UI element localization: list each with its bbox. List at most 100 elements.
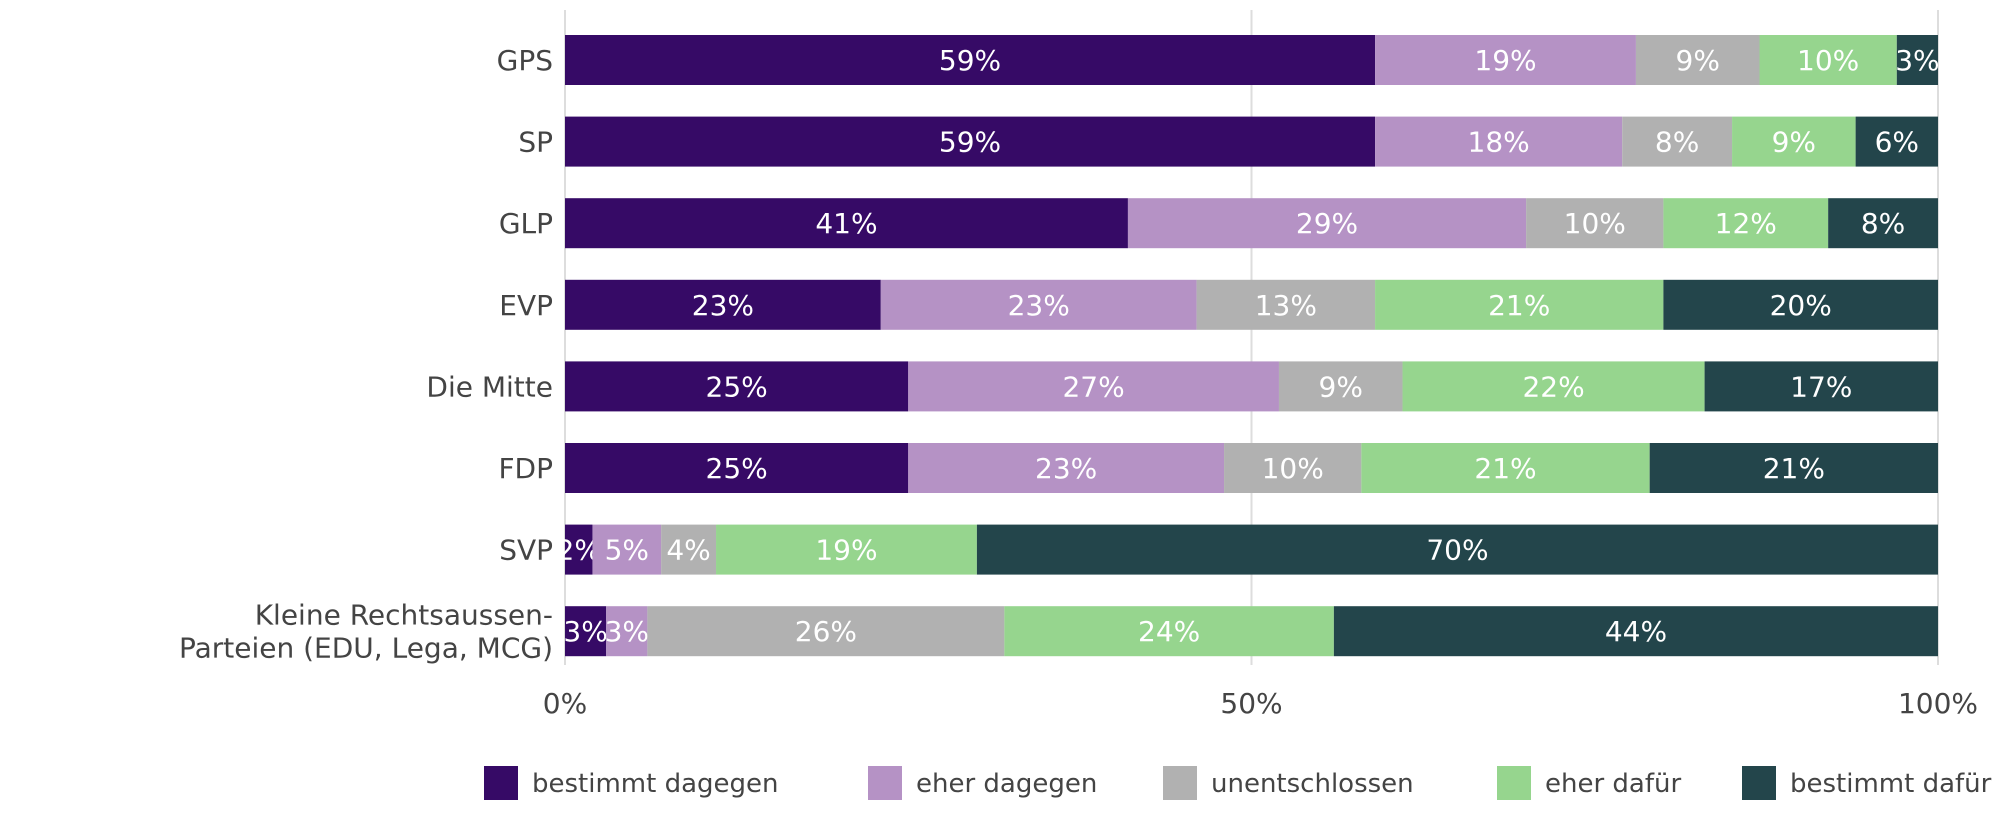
bar-value-label-6-4: 70%: [1426, 534, 1488, 567]
bar-segment-2-2: [1526, 198, 1664, 249]
x-tick-label-1: 50%: [1220, 687, 1282, 720]
bar-segment-0-2: [1635, 35, 1760, 85]
bar-value-label-0-4: 3%: [1895, 44, 1939, 77]
bar-value-label-0-1: 19%: [1474, 44, 1536, 77]
legend-swatch-4: [1742, 766, 1776, 800]
bar-value-label-7-0: 3%: [563, 615, 607, 648]
bar-segment-4-1: [908, 361, 1279, 412]
bar-segment-7-4: [1333, 606, 1938, 657]
legend-swatch-3: [1497, 766, 1531, 800]
category-label-line-3-0: EVP: [499, 289, 553, 322]
bar-segment-4-3: [1402, 361, 1705, 412]
category-label-line-5-0: FDP: [498, 452, 553, 485]
bar-value-label-6-2: 4%: [666, 534, 710, 567]
bar-value-label-0-0: 59%: [939, 44, 1001, 77]
bar-value-label-1-2: 8%: [1655, 126, 1699, 159]
bars: 59% 19% 9% 10% 3% 59% 18% 8% 9% 6% 41% 29% 10% 12% 8% 2…: [557, 35, 1940, 657]
bar-value-label-7-3: 24%: [1138, 615, 1200, 648]
bar-segment-5-3: [1361, 443, 1650, 493]
bar-value-label-5-1: 23%: [1035, 452, 1097, 485]
bar-value-label-2-2: 10%: [1564, 207, 1626, 240]
bar-value-label-5-4: 21%: [1763, 452, 1825, 485]
bar-value-label-5-3: 21%: [1474, 452, 1536, 485]
bar-segment-2-4: [1828, 198, 1938, 249]
bar-segment-1-3: [1732, 116, 1856, 167]
category-label-line-6-0: SVP: [499, 534, 553, 567]
bar-segment-5-2: [1224, 443, 1362, 493]
legend: bestimmt dagegen eher dagegen unentschloss…: [484, 766, 1992, 800]
bar-segment-2-1: [1127, 198, 1527, 249]
bar-value-label-2-3: 12%: [1715, 207, 1777, 240]
category-label-line-7-1: Parteien (EDU, Lega, MCG): [179, 632, 553, 665]
legend-swatch-2: [1163, 766, 1197, 800]
bar-segment-4-2: [1278, 361, 1403, 412]
legend-swatch-1: [868, 766, 902, 800]
bar-value-label-5-0: 25%: [706, 452, 768, 485]
bar-value-label-1-0: 59%: [939, 126, 1001, 159]
bar-value-label-4-4: 17%: [1790, 370, 1852, 403]
bar-segment-5-1: [908, 443, 1225, 493]
bar-value-label-7-1: 3%: [605, 615, 649, 648]
bar-value-label-0-3: 10%: [1797, 44, 1859, 77]
legend-label-3: eher dafür: [1545, 769, 1681, 799]
bar-segment-1-2: [1622, 116, 1733, 167]
bar-value-label-3-1: 23%: [1008, 289, 1070, 322]
x-tick-label-2: 100%: [1898, 687, 1978, 720]
category-label-3: EVP: [499, 289, 553, 322]
bar-segment-6-3: [716, 524, 977, 575]
bar-segment-1-4: [1855, 116, 1938, 167]
bar-segment-6-4: [976, 524, 1938, 575]
bar-segment-0-0: [565, 35, 1376, 85]
bar-segment-1-1: [1375, 116, 1623, 167]
legend-label-1: eher dagegen: [916, 769, 1097, 799]
bar-value-label-0-2: 9%: [1676, 44, 1720, 77]
bar-value-label-3-0: 23%: [692, 289, 754, 322]
category-label-line-0-0: GPS: [497, 44, 553, 77]
category-label-2: GLP: [499, 207, 553, 240]
legend-label-4: bestimmt dafür: [1790, 769, 1992, 799]
legend-swatch-0: [484, 766, 518, 800]
bar-segment-3-1: [880, 279, 1197, 330]
bar-segment-0-4: [1896, 35, 1938, 85]
bar-value-label-4-3: 22%: [1522, 370, 1584, 403]
legend-label-2: unentschlossen: [1211, 769, 1414, 799]
bar-value-label-1-3: 9%: [1772, 126, 1816, 159]
bar-segment-2-3: [1663, 198, 1829, 249]
bar-segment-2-0: [565, 198, 1128, 249]
bar-value-label-2-1: 29%: [1296, 207, 1358, 240]
category-label-0: GPS: [497, 44, 553, 77]
category-label-5: FDP: [498, 452, 553, 485]
bar-segment-7-0: [565, 606, 607, 657]
bar-segment-0-3: [1759, 35, 1897, 85]
bar-segment-1-0: [565, 116, 1376, 167]
bar-value-label-4-0: 25%: [706, 370, 768, 403]
bar-value-label-4-2: 9%: [1319, 370, 1363, 403]
bar-value-label-2-0: 41%: [815, 207, 877, 240]
bar-segment-4-0: [565, 361, 909, 412]
bar-segment-3-0: [565, 279, 881, 330]
bar-value-label-3-4: 20%: [1770, 289, 1832, 322]
category-label-7: Kleine Rechtsaussen-Parteien (EDU, Lega,…: [179, 599, 553, 665]
bar-value-label-1-1: 18%: [1468, 126, 1530, 159]
category-label-6: SVP: [499, 534, 553, 567]
bar-segment-4-4: [1704, 361, 1938, 412]
bar-value-label-7-2: 26%: [795, 615, 857, 648]
bar-value-label-6-1: 5%: [605, 534, 649, 567]
x-tick-label-0: 0%: [543, 687, 587, 720]
category-label-line-7-0: Kleine Rechtsaussen-: [255, 599, 553, 632]
bar-segment-5-4: [1649, 443, 1938, 493]
bar-segment-3-4: [1663, 279, 1938, 330]
bar-segment-3-3: [1375, 279, 1664, 330]
bar-segment-3-2: [1196, 279, 1376, 330]
bar-segment-6-0: [565, 524, 593, 575]
legend-label-0: bestimmt dagegen: [532, 769, 779, 799]
bar-value-label-4-1: 27%: [1062, 370, 1124, 403]
bar-value-label-2-4: 8%: [1861, 207, 1905, 240]
bar-segment-0-1: [1375, 35, 1636, 85]
category-label-line-1-0: SP: [518, 126, 553, 159]
bar-value-label-3-3: 21%: [1488, 289, 1550, 322]
bar-value-label-3-2: 13%: [1255, 289, 1317, 322]
bar-segment-7-1: [606, 606, 648, 657]
category-label-4: Die Mitte: [426, 370, 553, 403]
